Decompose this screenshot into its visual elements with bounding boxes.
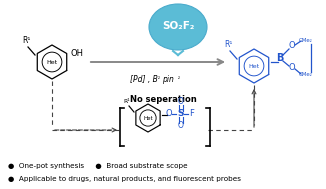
Text: ●  Applicable to drugs, natural products, and fluorescent probes: ● Applicable to drugs, natural products,… (8, 176, 241, 182)
Text: R¹: R¹ (224, 40, 232, 49)
Text: OH: OH (71, 50, 84, 59)
Text: pin: pin (162, 75, 174, 84)
Text: Het: Het (46, 60, 58, 66)
Text: O: O (289, 64, 295, 73)
Text: S: S (178, 109, 184, 119)
Text: ₂: ₂ (158, 75, 160, 80)
Text: No seperation: No seperation (130, 95, 196, 105)
Text: CMe₂: CMe₂ (299, 37, 313, 43)
Text: B: B (276, 53, 284, 63)
Text: Het: Het (248, 64, 259, 70)
Text: R¹: R¹ (22, 36, 30, 45)
Text: ●  One-pot synthesis     ●  Broad substrate scope: ● One-pot synthesis ● Broad substrate sc… (8, 163, 188, 169)
Text: O: O (178, 98, 184, 106)
Text: R¹: R¹ (124, 99, 130, 104)
Text: O: O (289, 42, 295, 50)
Text: Het: Het (143, 116, 153, 122)
Text: [Pd] , B: [Pd] , B (130, 75, 158, 84)
Text: ₂: ₂ (178, 75, 180, 80)
Text: O: O (166, 109, 172, 119)
Ellipse shape (149, 4, 207, 50)
Text: O: O (178, 122, 184, 130)
Text: CMe₂: CMe₂ (299, 73, 313, 77)
Text: F: F (189, 109, 194, 119)
Text: SO₂F₂: SO₂F₂ (162, 21, 194, 31)
